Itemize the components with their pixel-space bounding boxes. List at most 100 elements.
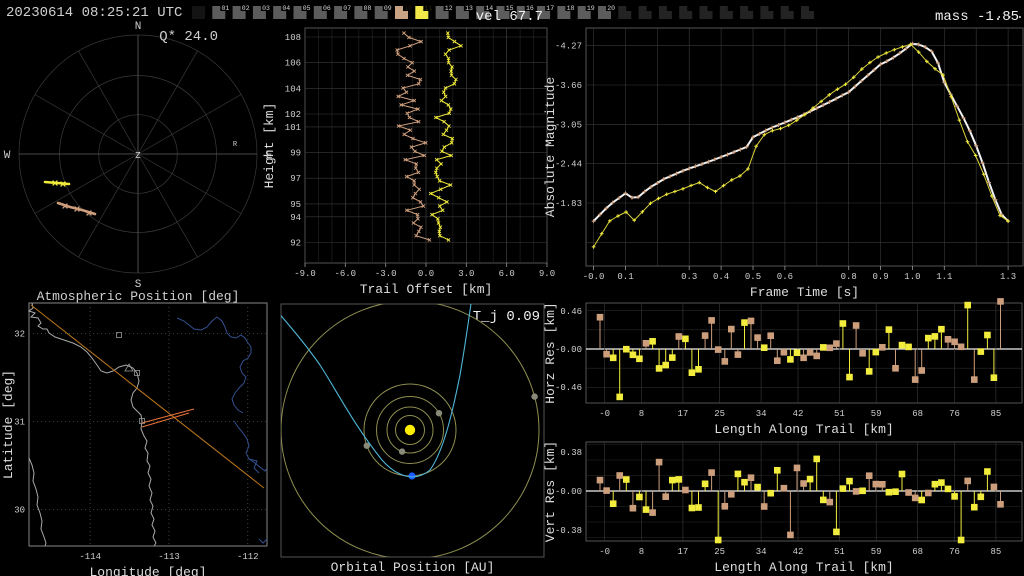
svg-text:42: 42 — [793, 409, 804, 419]
svg-text:19: 19 — [587, 5, 595, 12]
svg-text:-0.00: -0.00 — [555, 345, 582, 355]
svg-text:T_j 0.09: T_j 0.09 — [473, 309, 540, 325]
svg-text:20230614 08:25:21 UTC: 20230614 08:25:21 UTC — [6, 5, 182, 21]
svg-text:34: 34 — [756, 547, 767, 557]
svg-text:E: E — [266, 150, 273, 162]
svg-text:76: 76 — [949, 409, 960, 419]
svg-text:18: 18 — [567, 5, 575, 12]
svg-text:Longitude [deg]: Longitude [deg] — [89, 565, 206, 576]
svg-text:Frame Time [s]: Frame Time [s] — [750, 285, 859, 300]
svg-text:-3.05: -3.05 — [555, 120, 582, 130]
svg-text:Latitude [deg]: Latitude [deg] — [1, 370, 16, 479]
svg-text:20: 20 — [607, 5, 615, 12]
svg-text:-9.0: -9.0 — [294, 269, 316, 279]
svg-text:0.3: 0.3 — [681, 272, 697, 282]
svg-text:25: 25 — [714, 547, 725, 557]
svg-text:68: 68 — [912, 547, 923, 557]
svg-text:11: 11 — [425, 5, 433, 12]
svg-text:-0.46: -0.46 — [555, 383, 582, 393]
svg-text:17: 17 — [546, 5, 554, 12]
svg-text:9.0: 9.0 — [539, 269, 555, 279]
svg-text:51: 51 — [834, 409, 845, 419]
svg-text:0.4: 0.4 — [713, 272, 729, 282]
svg-text:59: 59 — [871, 547, 882, 557]
svg-text:0.38: 0.38 — [560, 448, 582, 458]
svg-text:30: 30 — [14, 506, 25, 516]
svg-text:8: 8 — [639, 547, 644, 557]
svg-text:104: 104 — [285, 84, 301, 94]
svg-text:92: 92 — [290, 239, 301, 249]
svg-text:25: 25 — [714, 409, 725, 419]
svg-text:Height [km]: Height [km] — [262, 103, 277, 189]
svg-text:95: 95 — [290, 200, 301, 210]
svg-text:1.1: 1.1 — [936, 272, 952, 282]
svg-text:17: 17 — [677, 409, 688, 419]
svg-text:51: 51 — [834, 547, 845, 557]
svg-text:02: 02 — [242, 5, 250, 12]
svg-text:Q* 24.0: Q* 24.0 — [159, 29, 218, 45]
svg-text:N: N — [135, 21, 142, 33]
svg-text:Orbital Position [AU]: Orbital Position [AU] — [331, 560, 495, 575]
svg-text:Trail Offset [km]: Trail Offset [km] — [360, 282, 493, 297]
svg-text:-3.66: -3.66 — [555, 81, 582, 91]
svg-text:Length Along Trail [km]: Length Along Trail [km] — [714, 422, 893, 437]
svg-text:06: 06 — [323, 5, 331, 12]
svg-text:0.6: 0.6 — [777, 272, 793, 282]
svg-text:1.0: 1.0 — [904, 272, 920, 282]
svg-text:85: 85 — [990, 409, 1001, 419]
svg-text:108: 108 — [285, 33, 301, 43]
svg-text:-0.38: -0.38 — [555, 526, 582, 536]
svg-text:vel 67.7: vel 67.7 — [476, 9, 543, 25]
svg-text:-4.27: -4.27 — [555, 42, 582, 52]
svg-text:W: W — [4, 150, 11, 162]
svg-text:34: 34 — [756, 409, 767, 419]
svg-text:-114: -114 — [79, 552, 101, 562]
svg-text:0.5: 0.5 — [745, 272, 761, 282]
svg-text:Absolute Magnitude: Absolute Magnitude — [543, 77, 558, 217]
svg-text:0.8: 0.8 — [841, 272, 857, 282]
svg-text:3.0: 3.0 — [458, 269, 474, 279]
svg-text:-0: -0 — [599, 409, 610, 419]
svg-text:-0: -0 — [599, 547, 610, 557]
svg-text:97: 97 — [290, 174, 301, 184]
svg-text:Vert Res [km]: Vert Res [km] — [543, 441, 558, 542]
svg-text:76: 76 — [949, 547, 960, 557]
svg-text:6.0: 6.0 — [499, 269, 515, 279]
svg-text:68: 68 — [912, 409, 923, 419]
svg-text:85: 85 — [990, 547, 1001, 557]
svg-text:-1.83: -1.83 — [555, 199, 582, 209]
svg-text:-112: -112 — [237, 552, 259, 562]
svg-text:1.3: 1.3 — [1000, 272, 1016, 282]
svg-text:0.0: 0.0 — [418, 269, 434, 279]
svg-text:-3.0: -3.0 — [375, 269, 397, 279]
svg-text:8: 8 — [639, 409, 644, 419]
svg-text:-2.44: -2.44 — [555, 160, 582, 170]
svg-text:10: 10 — [404, 5, 412, 12]
svg-text:0.9: 0.9 — [872, 272, 888, 282]
svg-text:-0.0: -0.0 — [583, 272, 605, 282]
svg-text:04: 04 — [282, 5, 290, 12]
svg-text:32: 32 — [14, 329, 25, 339]
svg-text:-0.00: -0.00 — [555, 487, 582, 497]
svg-text:-6.0: -6.0 — [334, 269, 356, 279]
svg-text:42: 42 — [793, 547, 804, 557]
svg-text:01: 01 — [222, 5, 230, 12]
svg-text:09: 09 — [384, 5, 392, 12]
svg-text:102: 102 — [285, 110, 301, 120]
svg-text:94: 94 — [290, 213, 301, 223]
svg-text:Z: Z — [135, 151, 141, 161]
svg-text:0.1: 0.1 — [617, 272, 633, 282]
svg-text:07: 07 — [343, 5, 351, 12]
svg-text:17: 17 — [677, 547, 688, 557]
svg-text:05: 05 — [303, 5, 311, 12]
svg-text:59: 59 — [871, 409, 882, 419]
svg-text:101: 101 — [285, 123, 301, 133]
svg-text:12: 12 — [445, 5, 453, 12]
svg-text:99: 99 — [290, 149, 301, 159]
svg-text:03: 03 — [262, 5, 270, 12]
svg-text:Length Along Trail [km]: Length Along Trail [km] — [714, 560, 893, 575]
svg-text:08: 08 — [364, 5, 372, 12]
svg-text:0.46: 0.46 — [560, 307, 582, 317]
svg-text:106: 106 — [285, 59, 301, 69]
svg-text:mass -1.85: mass -1.85 — [935, 9, 1019, 25]
